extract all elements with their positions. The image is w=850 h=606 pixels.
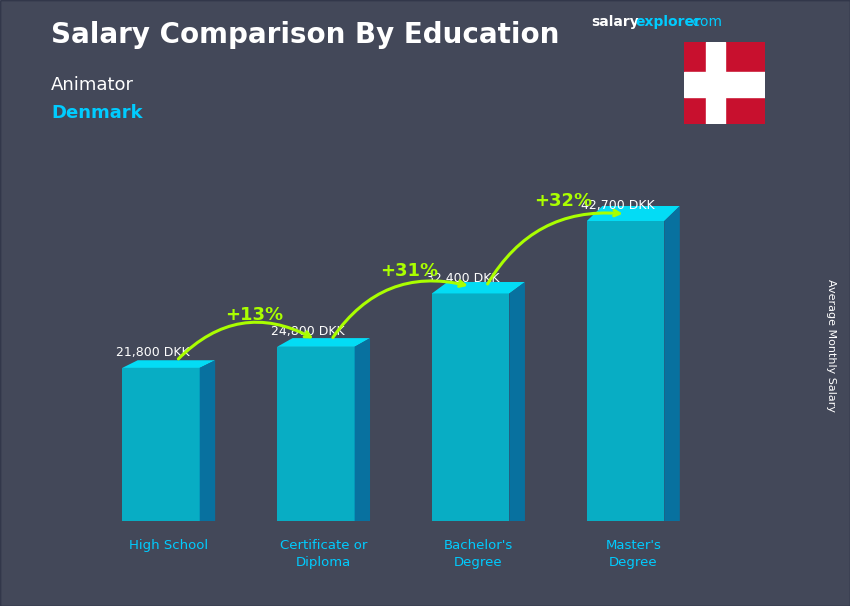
Bar [122,368,200,521]
Text: salary: salary [591,15,638,29]
Text: 24,800 DKK: 24,800 DKK [271,325,345,338]
Text: +32%: +32% [535,192,592,210]
Polygon shape [586,206,680,221]
Polygon shape [277,338,370,347]
Text: .com: .com [688,15,722,29]
Bar [432,293,509,521]
Text: High School: High School [129,539,208,551]
Text: Salary Comparison By Education: Salary Comparison By Education [51,21,559,49]
Bar [684,73,765,97]
Bar [586,221,665,521]
Text: Animator: Animator [51,76,134,94]
Polygon shape [509,282,525,521]
Polygon shape [432,282,525,293]
Bar [706,42,724,124]
Text: Master's
Degree: Master's Degree [605,539,661,569]
Text: Average Monthly Salary: Average Monthly Salary [826,279,836,412]
Text: +31%: +31% [380,262,438,280]
Bar [277,347,354,521]
Polygon shape [122,360,215,368]
Polygon shape [665,206,680,521]
Text: 21,800 DKK: 21,800 DKK [116,346,190,359]
Text: Bachelor's
Degree: Bachelor's Degree [444,539,513,569]
Text: +13%: +13% [224,306,283,324]
Text: 42,700 DKK: 42,700 DKK [581,199,654,212]
Polygon shape [354,338,370,521]
Text: Denmark: Denmark [51,104,143,122]
Text: Certificate or
Diploma: Certificate or Diploma [280,539,367,569]
Text: explorer: explorer [635,15,700,29]
Polygon shape [200,360,215,521]
Text: 32,400 DKK: 32,400 DKK [426,271,500,285]
